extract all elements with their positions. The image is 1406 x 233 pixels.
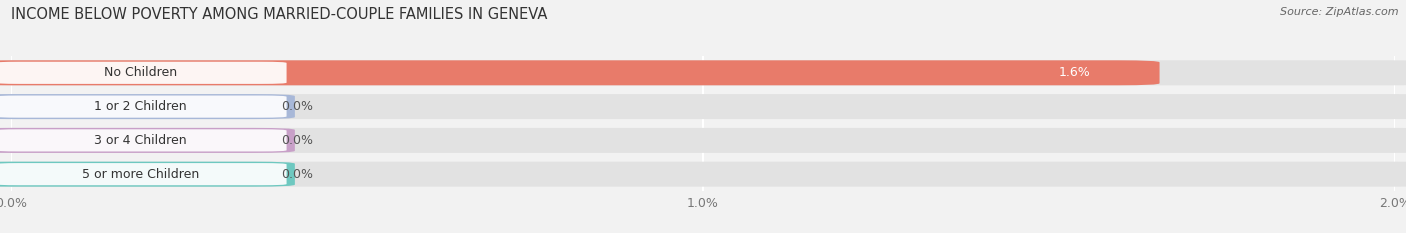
Text: 1.6%: 1.6% (1059, 66, 1091, 79)
FancyBboxPatch shape (0, 128, 295, 153)
Text: 0.0%: 0.0% (281, 134, 314, 147)
FancyBboxPatch shape (0, 129, 287, 151)
FancyBboxPatch shape (0, 94, 295, 119)
Text: 1 or 2 Children: 1 or 2 Children (94, 100, 187, 113)
FancyBboxPatch shape (0, 94, 1406, 119)
FancyBboxPatch shape (0, 60, 1160, 85)
Text: No Children: No Children (104, 66, 177, 79)
Text: 3 or 4 Children: 3 or 4 Children (94, 134, 187, 147)
FancyBboxPatch shape (0, 62, 287, 84)
FancyBboxPatch shape (0, 96, 287, 118)
Text: 0.0%: 0.0% (281, 168, 314, 181)
Text: 5 or more Children: 5 or more Children (82, 168, 200, 181)
Text: 0.0%: 0.0% (281, 100, 314, 113)
FancyBboxPatch shape (0, 163, 287, 185)
Text: INCOME BELOW POVERTY AMONG MARRIED-COUPLE FAMILIES IN GENEVA: INCOME BELOW POVERTY AMONG MARRIED-COUPL… (11, 7, 547, 22)
FancyBboxPatch shape (0, 162, 295, 187)
FancyBboxPatch shape (0, 128, 1406, 153)
Text: Source: ZipAtlas.com: Source: ZipAtlas.com (1281, 7, 1399, 17)
FancyBboxPatch shape (0, 162, 1406, 187)
FancyBboxPatch shape (0, 60, 1406, 85)
